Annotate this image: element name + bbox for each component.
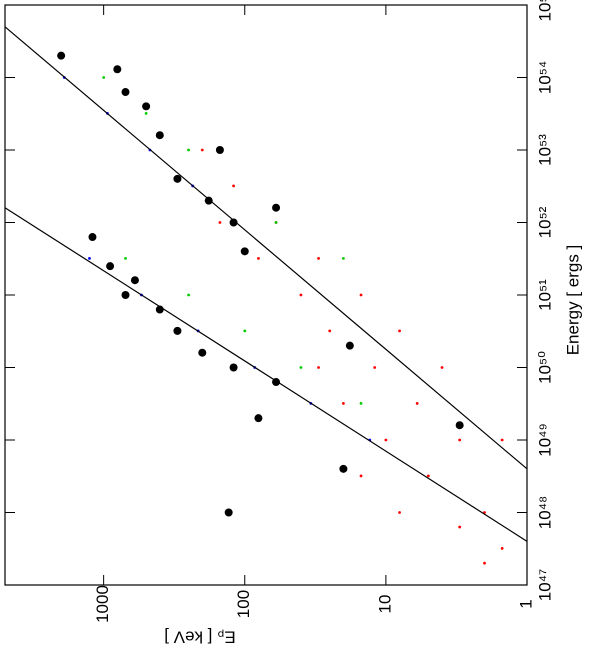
data-point bbox=[500, 438, 504, 442]
plot-area bbox=[4, 26, 528, 565]
x-tick-label: 10⁴⁸ bbox=[535, 496, 554, 529]
data-point bbox=[274, 221, 278, 224]
data-point bbox=[398, 511, 401, 514]
data-point bbox=[121, 88, 130, 97]
data-point bbox=[359, 401, 363, 405]
data-point bbox=[272, 203, 281, 212]
data-point bbox=[215, 146, 224, 154]
x-tick-label: 10⁵⁵ bbox=[535, 0, 554, 22]
data-point bbox=[204, 196, 213, 205]
data-point bbox=[455, 421, 464, 430]
data-point bbox=[88, 256, 91, 260]
data-point bbox=[359, 474, 363, 478]
data-point bbox=[384, 438, 388, 442]
data-point bbox=[102, 76, 106, 79]
data-point bbox=[155, 131, 164, 140]
data-point bbox=[299, 293, 303, 297]
data-point bbox=[359, 293, 363, 297]
data-point bbox=[440, 366, 444, 369]
data-point bbox=[299, 366, 303, 369]
data-point bbox=[458, 438, 462, 442]
data-point bbox=[500, 546, 504, 550]
x-tick-label: 10⁵⁴ bbox=[535, 61, 554, 94]
x-tick-label: 10⁵³ bbox=[535, 134, 554, 166]
fit-line bbox=[4, 26, 528, 470]
data-point bbox=[317, 256, 320, 260]
data-point bbox=[339, 464, 348, 473]
data-point bbox=[130, 276, 139, 285]
x-tick-label: 10⁴⁷ bbox=[535, 569, 554, 601]
data-point bbox=[57, 51, 66, 60]
data-point bbox=[88, 233, 97, 242]
plot-frame bbox=[4, 4, 528, 586]
data-point bbox=[232, 184, 235, 188]
data-point bbox=[426, 474, 430, 478]
data-point bbox=[254, 414, 263, 423]
data-point bbox=[240, 247, 249, 256]
y-tick-label: 10 bbox=[375, 595, 394, 614]
data-point bbox=[243, 329, 247, 333]
data-point bbox=[187, 148, 191, 152]
data-point bbox=[124, 256, 127, 260]
x-tick-label: 10⁴⁹ bbox=[535, 423, 554, 457]
data-point bbox=[173, 174, 182, 183]
x-tick-label: 10⁵⁰ bbox=[535, 351, 554, 384]
y-tick-label: 1000 bbox=[93, 585, 112, 623]
data-point bbox=[398, 329, 401, 333]
data-point bbox=[144, 111, 148, 115]
x-tick-label: 10⁵² bbox=[535, 206, 554, 238]
data-point bbox=[113, 65, 122, 74]
data-point bbox=[173, 326, 182, 335]
data-point bbox=[142, 102, 151, 111]
data-point bbox=[229, 218, 238, 227]
data-point bbox=[458, 525, 462, 529]
x-tick-label: 10⁵¹ bbox=[535, 279, 554, 311]
data-point bbox=[345, 341, 354, 350]
y-tick-label: 100 bbox=[234, 590, 253, 618]
data-point bbox=[200, 148, 204, 152]
data-point bbox=[106, 262, 115, 271]
data-point bbox=[224, 508, 233, 517]
y-axis-title: Eₚ [ keV ] bbox=[164, 628, 236, 647]
fit-line bbox=[4, 207, 528, 542]
data-point bbox=[198, 348, 207, 357]
data-point bbox=[218, 221, 222, 224]
x-axis-title: Energy [ ergs ] bbox=[563, 245, 582, 356]
data-point bbox=[187, 293, 191, 297]
data-point bbox=[373, 366, 377, 369]
data-point bbox=[317, 366, 320, 369]
data-point bbox=[257, 256, 260, 260]
data-point bbox=[229, 363, 238, 372]
y-tick-label: 1 bbox=[516, 599, 535, 608]
data-point bbox=[483, 561, 486, 565]
data-point bbox=[341, 401, 345, 405]
data-point bbox=[121, 291, 130, 299]
data-point bbox=[341, 256, 345, 260]
data-point bbox=[328, 329, 332, 333]
data-point bbox=[415, 401, 419, 405]
